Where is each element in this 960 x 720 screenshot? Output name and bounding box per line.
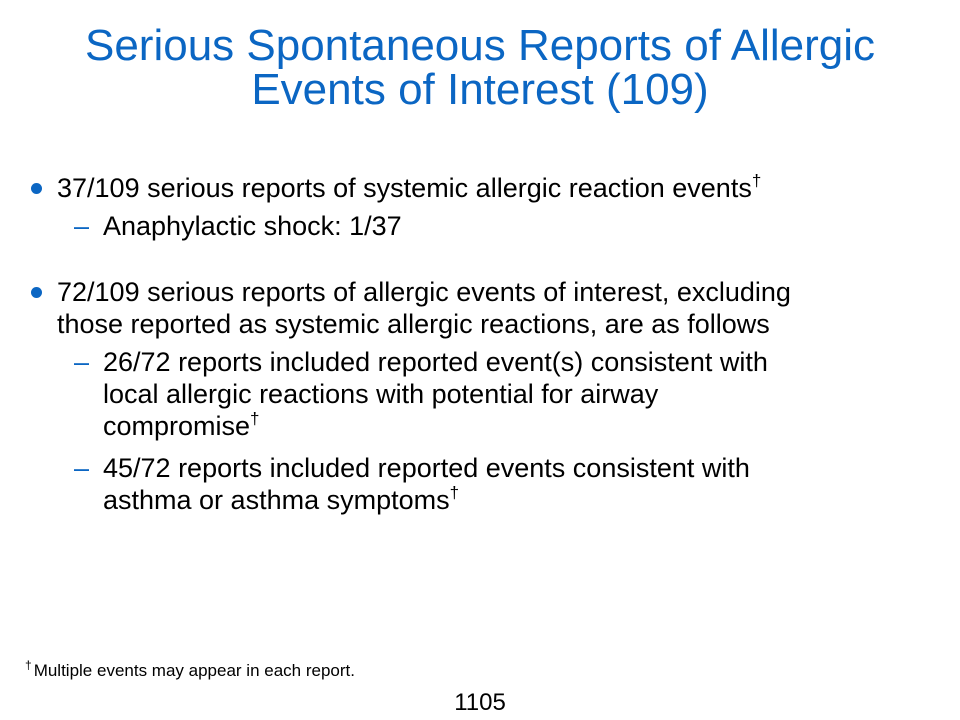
title-line-1: Serious Spontaneous Reports of Allergic xyxy=(84,21,876,70)
sub-text-line: compromise xyxy=(103,411,251,441)
sub-dash: – xyxy=(74,347,90,377)
sub-text-line: asthma or asthma symptoms xyxy=(103,485,450,515)
dagger-marker: † xyxy=(449,483,460,502)
sub-text-line: Anaphylactic shock: 1/37 xyxy=(103,211,402,241)
bullet-text-line: those reported as systemic allergic reac… xyxy=(57,309,770,339)
title-line-2: Events of Interest (109) xyxy=(251,65,709,114)
dagger-marker: † xyxy=(751,171,762,190)
footnote-marker: † xyxy=(25,658,32,672)
sub-dash: – xyxy=(74,211,90,241)
sub-text: 45/72 reports included reported events c… xyxy=(103,452,933,516)
bullet-text: 72/109 serious reports of allergic event… xyxy=(57,276,937,340)
bullet-text: 37/109 serious reports of systemic aller… xyxy=(57,172,937,204)
bullet-text-line: 37/109 serious reports of systemic aller… xyxy=(57,173,752,203)
sub-text-line: 26/72 reports included reported event(s)… xyxy=(103,347,768,377)
sub-text: 26/72 reports included reported event(s)… xyxy=(103,346,933,442)
footnote-text: Multiple events may appear in each repor… xyxy=(33,661,355,680)
sub-dash: – xyxy=(74,453,90,483)
bullet-dot xyxy=(31,287,42,298)
bullet-text-line: 72/109 serious reports of allergic event… xyxy=(57,277,791,307)
page-number: 1105 xyxy=(454,689,506,716)
footnote: † Multiple events may appear in each repo… xyxy=(25,658,355,681)
sub-text-line: 45/72 reports included reported events c… xyxy=(103,453,750,483)
bullet-dot xyxy=(31,183,42,194)
slide-title: Serious Spontaneous Reports of Allergic … xyxy=(30,24,930,112)
sub-text-line: local allergic reactions with potential … xyxy=(103,379,659,409)
sub-text: Anaphylactic shock: 1/37 xyxy=(103,210,933,242)
dagger-marker: † xyxy=(250,409,260,428)
